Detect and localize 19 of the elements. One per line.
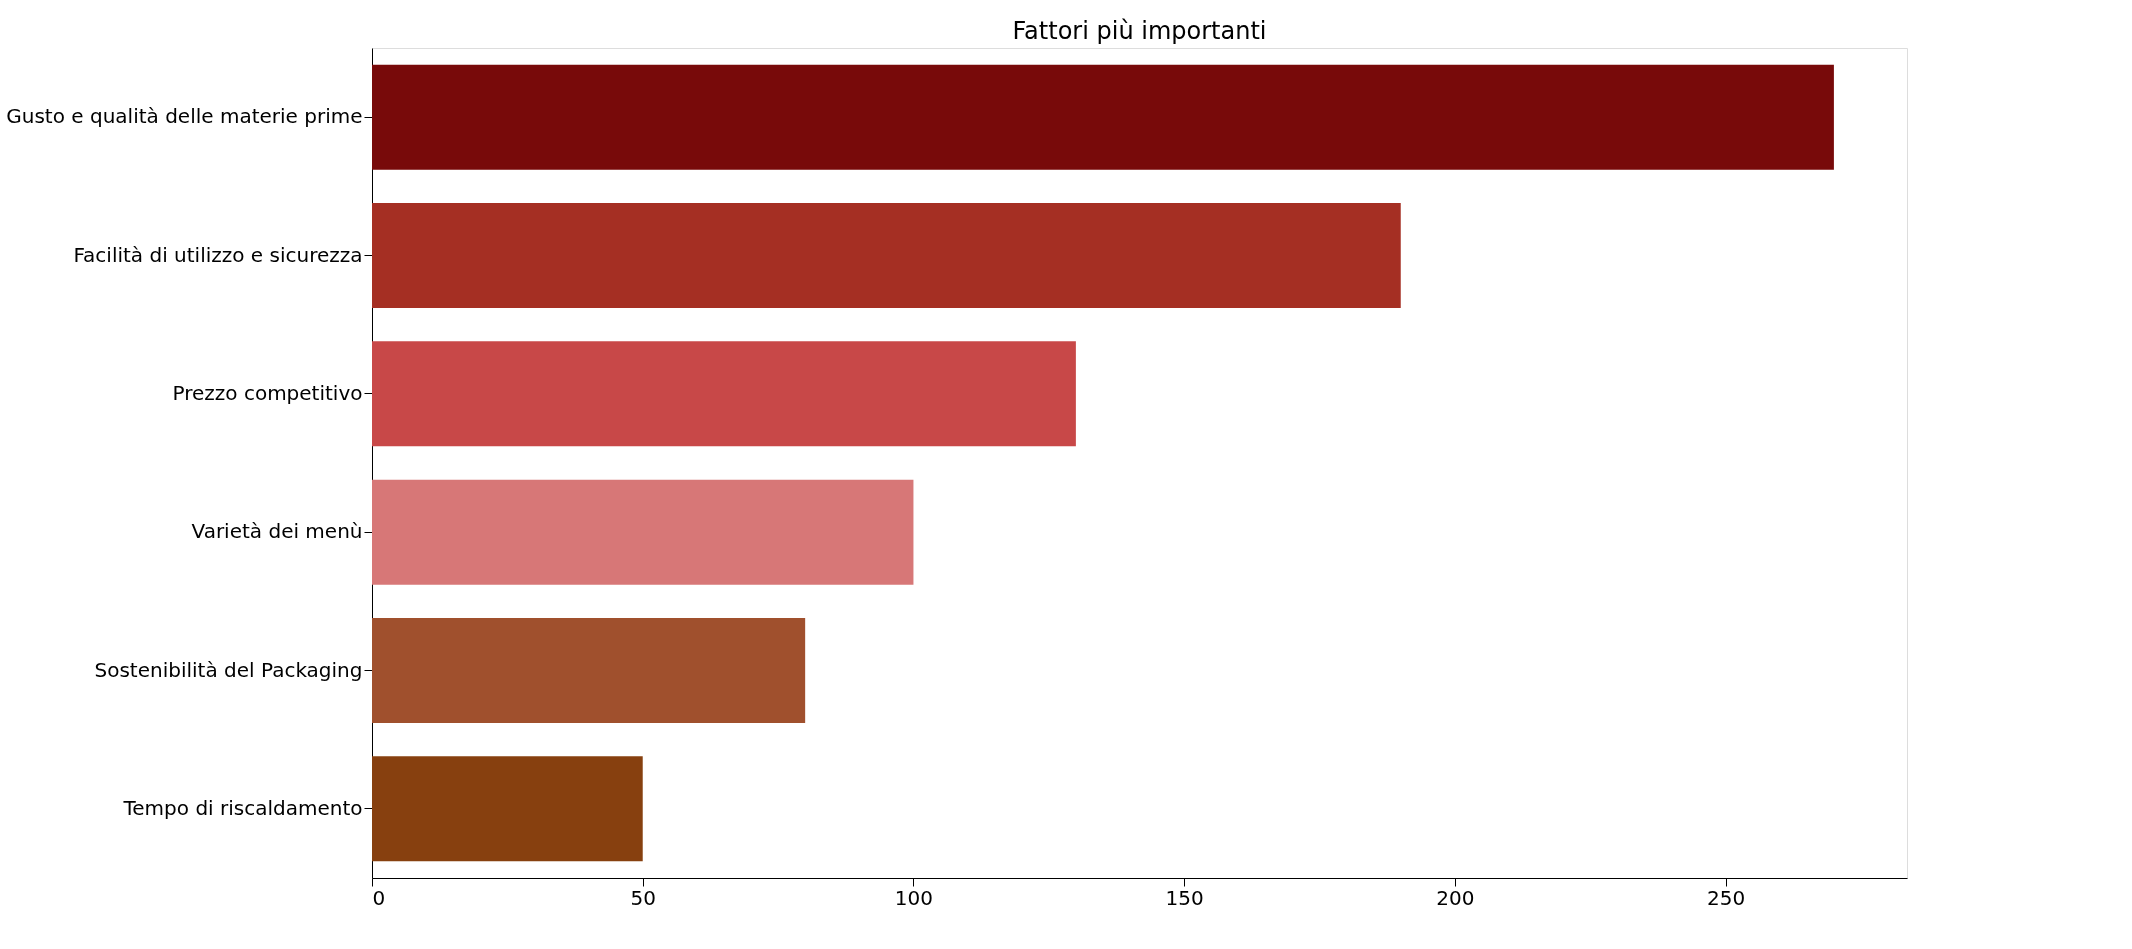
y-tick-label: Prezzo competitivo xyxy=(172,380,363,405)
y-tick-label: Sostenibilità del Packaging xyxy=(94,657,363,682)
y-tick-label: Facilità di utilizzo e sicurezza xyxy=(73,242,363,267)
x-tick-label: 100 xyxy=(894,885,934,910)
x-tick-label: 150 xyxy=(1165,885,1204,910)
x-tick-label: 50 xyxy=(630,885,656,910)
x-tick-label: 250 xyxy=(1707,885,1746,910)
y-tick-label: Gusto e qualità delle materie prime xyxy=(6,104,363,129)
x-tick-label: 200 xyxy=(1436,885,1475,910)
bar xyxy=(372,618,806,723)
y-tick-label: Varietà dei menù xyxy=(191,519,363,544)
chart-title: Fattori più importanti xyxy=(1012,17,1267,45)
y-tick-label: Tempo di riscaldamento xyxy=(122,795,363,820)
bar xyxy=(372,341,1076,447)
bar xyxy=(372,64,1834,170)
bar xyxy=(372,479,914,585)
bar xyxy=(372,756,643,862)
x-tick-label: 0 xyxy=(372,885,386,910)
bar xyxy=(372,203,1401,308)
